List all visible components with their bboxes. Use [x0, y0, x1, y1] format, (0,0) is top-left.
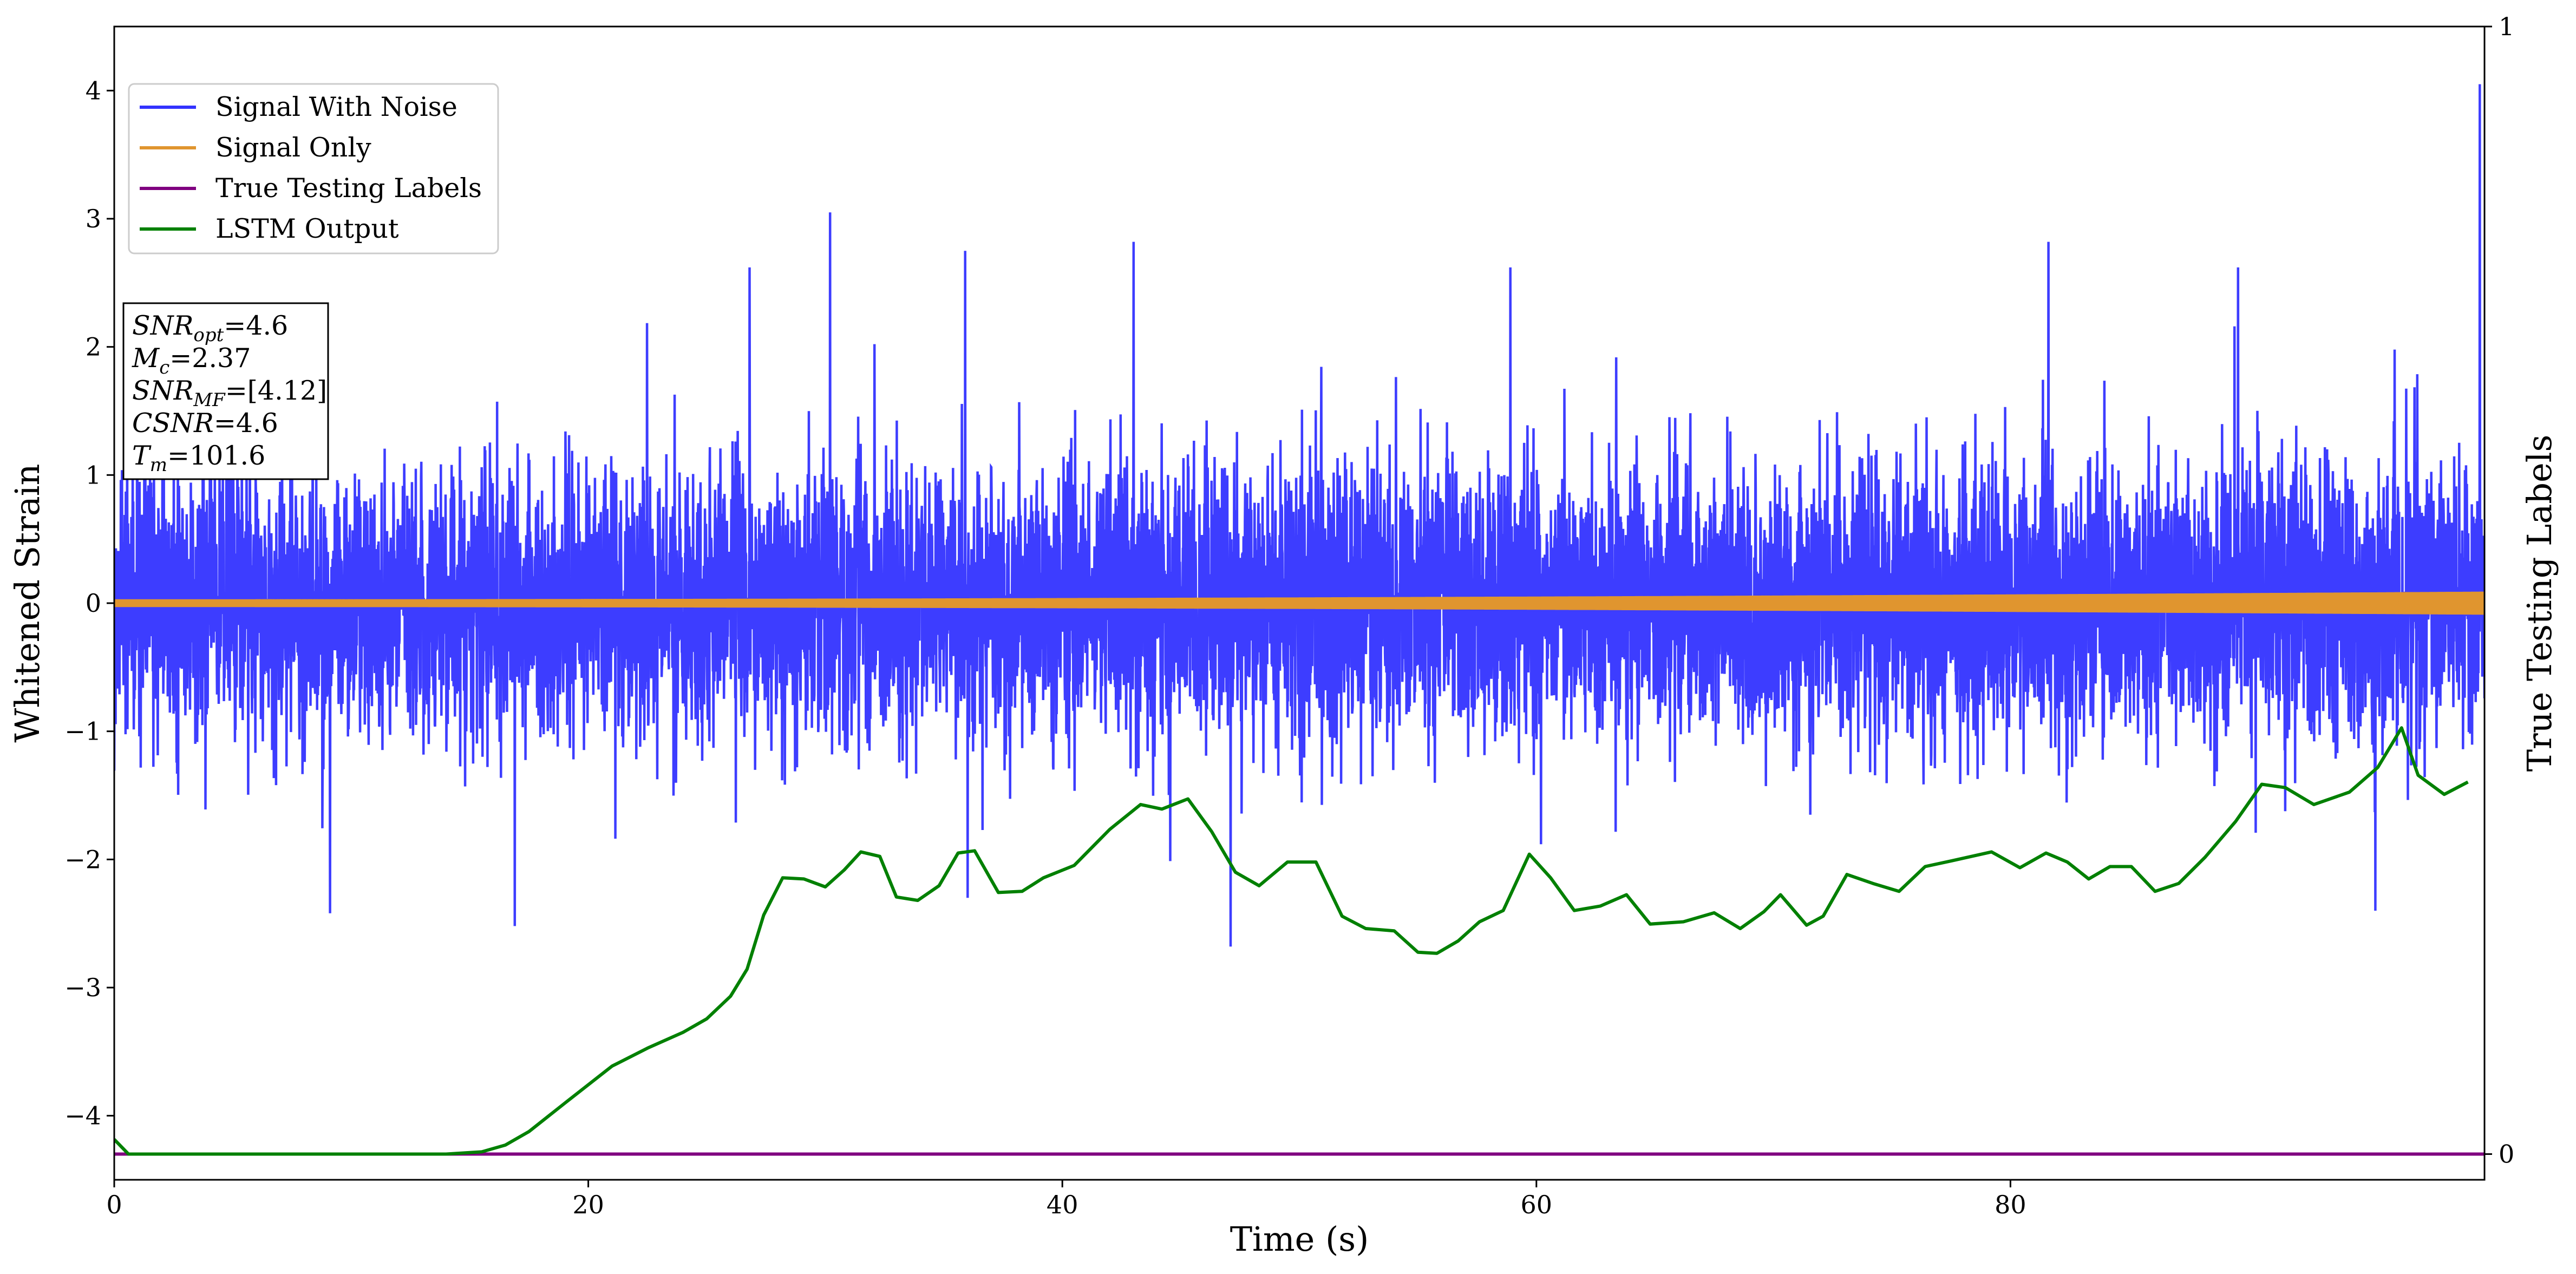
legend: Signal With Noise Signal Only True Testing…	[128, 83, 499, 254]
y-axis-ticks: −4 −3 −2 −1 0 1 2 3 4	[64, 76, 114, 1131]
lstm-output-line	[114, 726, 2469, 1156]
signal-only-line	[114, 591, 2485, 615]
legend-label: Signal With Noise	[215, 92, 457, 122]
x-tick-label: 20	[572, 1190, 604, 1219]
annotation-line: CSNR=4.6	[132, 408, 278, 439]
right-axis-ticks: 01	[2485, 12, 2514, 1169]
annotation-box: SNRopt=4.6Mc=2.37SNRMF=[4.12]CSNR=4.6Tm=…	[122, 302, 329, 480]
annotation-line: Tm=101.6	[132, 440, 265, 476]
y-tick-label: 0	[86, 589, 101, 618]
legend-label: Signal Only	[215, 132, 371, 163]
signal-with-noise-line	[114, 84, 2485, 947]
x-tick-label: 60	[1521, 1190, 1553, 1219]
y-tick-label: −4	[64, 1101, 101, 1131]
legend-label: True Testing Labels	[215, 173, 482, 204]
right-tick-label: 0	[2499, 1140, 2514, 1169]
legend-box	[128, 83, 499, 254]
y-tick-label: −2	[64, 845, 101, 874]
y-tick-label: 2	[86, 332, 101, 362]
annotation-line: Mc=2.37	[132, 343, 251, 378]
y-tick-label: 4	[86, 76, 101, 105]
right-tick-label: 1	[2499, 12, 2514, 41]
x-axis-ticks: 0 20 40 60 80	[106, 1180, 2026, 1219]
right-axis-title: True Testing Labels	[2520, 435, 2559, 772]
x-tick-label: 0	[106, 1190, 122, 1219]
y-tick-label: −1	[64, 717, 101, 746]
y-tick-label: −3	[64, 973, 101, 1002]
legend-label: LSTM Output	[215, 213, 399, 244]
annotation-line: SNRopt=4.6	[132, 310, 288, 346]
y-tick-label: 3	[86, 204, 101, 233]
x-tick-label: 40	[1047, 1190, 1078, 1219]
annotation-line: SNRMF=[4.12]	[132, 375, 327, 411]
annotation-frame	[122, 302, 329, 480]
y-tick-label: 1	[86, 460, 101, 489]
x-tick-label: 80	[1995, 1190, 2026, 1219]
y-axis-title: Whitened Strain	[8, 464, 47, 743]
x-axis-title: Time (s)	[1230, 1219, 1369, 1259]
